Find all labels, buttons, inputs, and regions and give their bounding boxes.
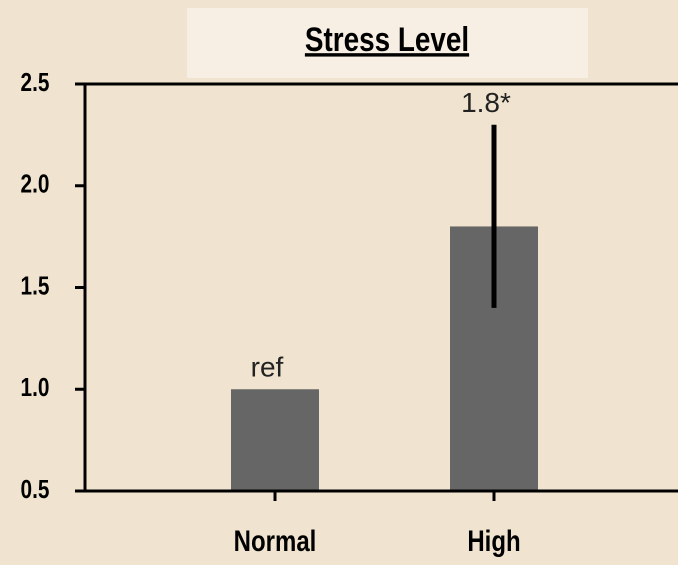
title-box <box>187 8 588 78</box>
bar <box>231 389 319 491</box>
y-tick-label: 1.0 <box>21 373 50 402</box>
y-tick-label: 1.5 <box>21 271 50 300</box>
y-tick-label: 0.5 <box>21 475 50 504</box>
y-tick-label: 2.5 <box>21 68 50 97</box>
chart-title: Stress Level <box>305 20 469 58</box>
value-label: 1.8* <box>461 87 511 118</box>
x-tick-label: Normal <box>234 523 317 557</box>
y-tick-label: 2.0 <box>21 169 50 198</box>
value-label: ref <box>251 352 284 383</box>
x-tick-label: High <box>467 523 520 557</box>
